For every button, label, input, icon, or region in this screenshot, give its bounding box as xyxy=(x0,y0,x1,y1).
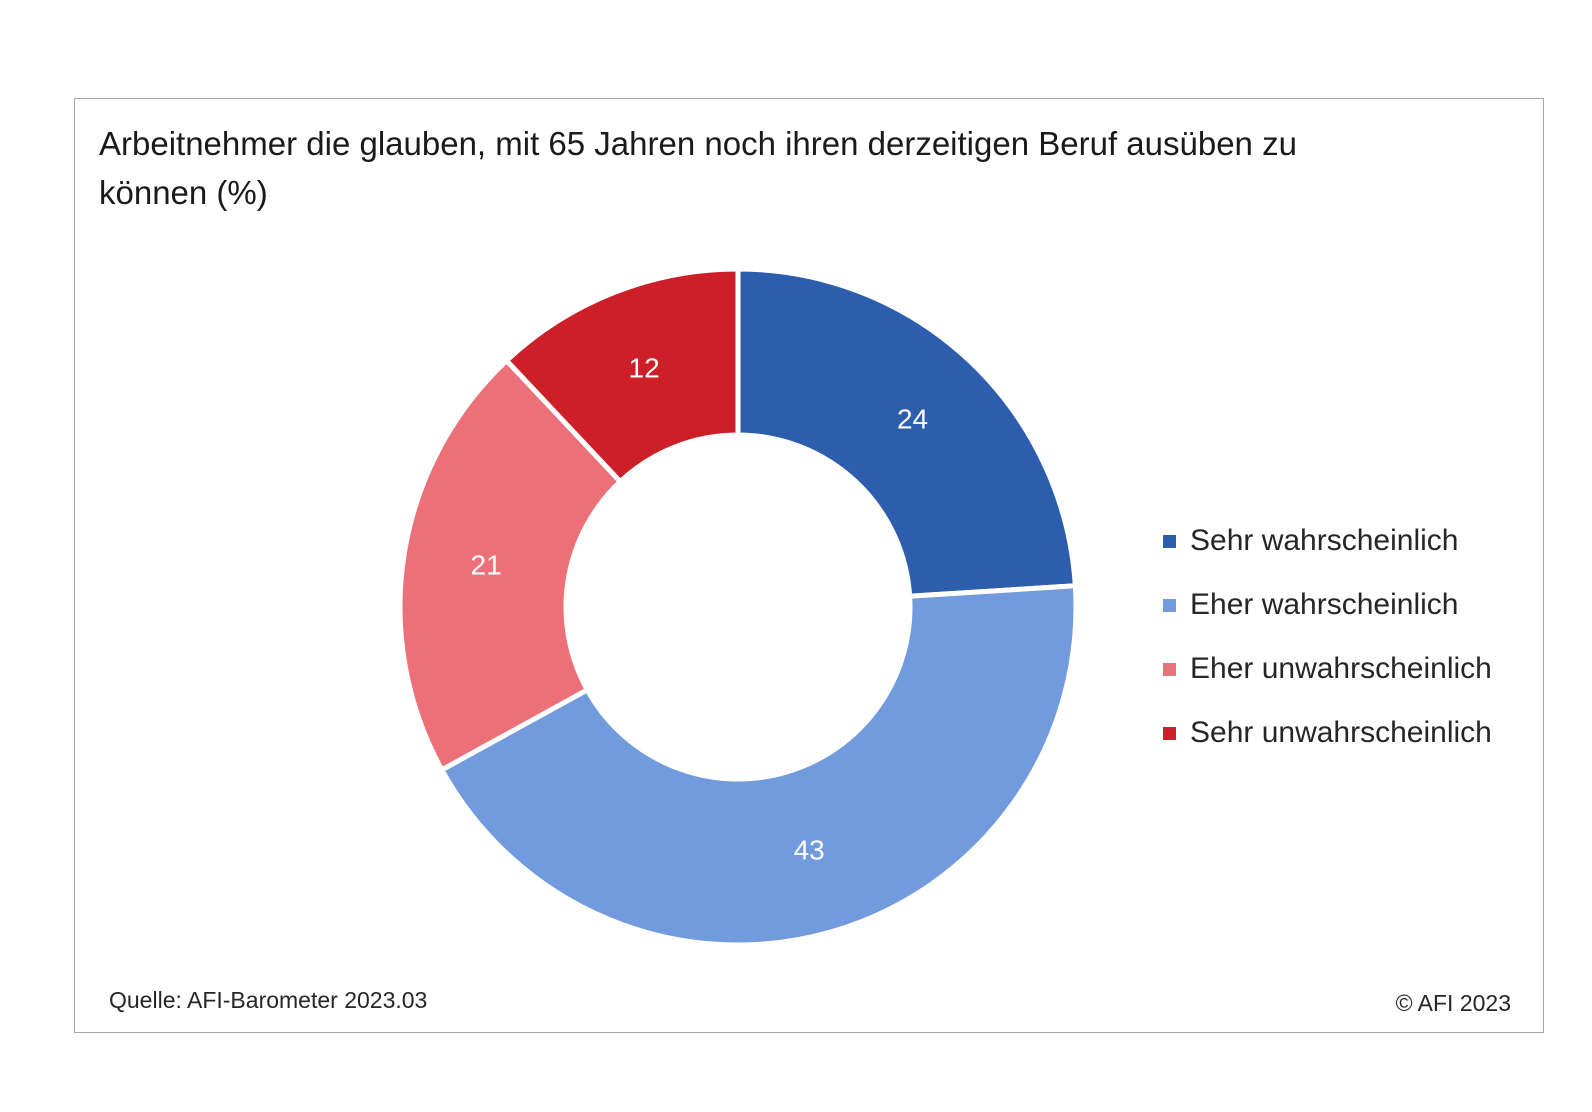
slice-value-label: 24 xyxy=(897,404,928,435)
donut-slice-eher-unwahrscheinlich xyxy=(397,357,624,774)
chart-frame: Arbeitnehmer die glauben, mit 65 Jahren … xyxy=(74,98,1544,1033)
legend-swatch xyxy=(1163,662,1176,676)
legend-item-eher-wahrscheinlich: Eher wahrscheinlich xyxy=(1163,573,1492,637)
slice-value-label: 12 xyxy=(629,352,660,383)
donut-chart: 24 43 21 12 xyxy=(397,266,1079,948)
legend-swatch xyxy=(1163,534,1176,548)
donut-slice-eher-wahrscheinlich xyxy=(438,583,1079,948)
legend-swatch xyxy=(1163,598,1176,612)
donut-slice-sehr-wahrscheinlich xyxy=(735,266,1078,599)
chart-legend: Sehr wahrscheinlich Eher wahrscheinlich … xyxy=(1163,509,1492,765)
copyright-note: © AFI 2023 xyxy=(1395,990,1511,1016)
legend-label: Sehr wahrscheinlich xyxy=(1190,524,1459,557)
slice-value-label: 21 xyxy=(471,549,502,580)
donut-slice-sehr-unwahrscheinlich xyxy=(503,266,741,486)
legend-label: Sehr unwahrscheinlich xyxy=(1190,716,1492,749)
legend-swatch xyxy=(1163,726,1176,740)
legend-label: Eher wahrscheinlich xyxy=(1190,588,1459,621)
legend-item-sehr-wahrscheinlich: Sehr wahrscheinlich xyxy=(1163,509,1492,573)
legend-item-sehr-unwahrscheinlich: Sehr unwahrscheinlich xyxy=(1163,701,1492,765)
slice-value-label: 43 xyxy=(794,834,825,865)
legend-label: Eher unwahrscheinlich xyxy=(1190,652,1492,685)
source-note: Quelle: AFI-Barometer 2023.03 xyxy=(109,987,428,1013)
chart-title: Arbeitnehmer die glauben, mit 65 Jahren … xyxy=(99,125,1297,211)
legend-item-eher-unwahrscheinlich: Eher unwahrscheinlich xyxy=(1163,637,1492,701)
